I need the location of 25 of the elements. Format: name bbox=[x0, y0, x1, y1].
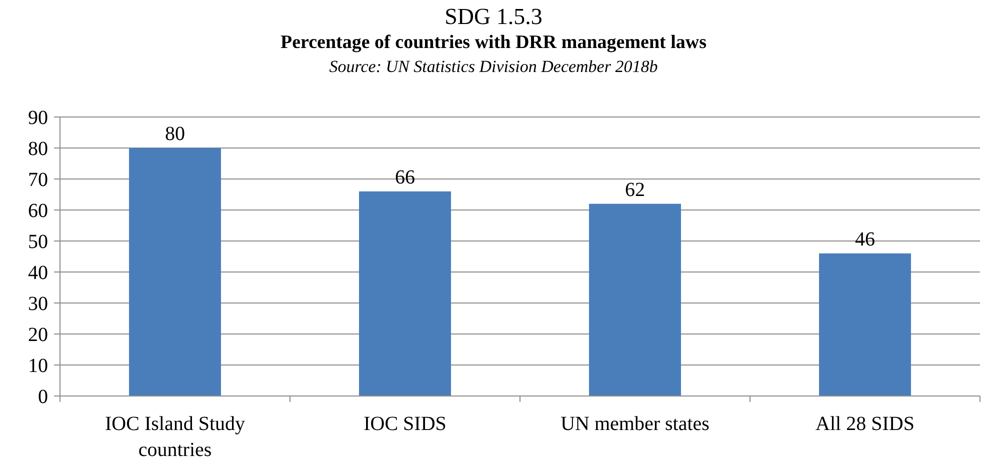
y-tick-label: 0 bbox=[38, 386, 48, 408]
x-tick-label: IOC Island Study countries bbox=[105, 413, 245, 461]
data-label: 80 bbox=[165, 123, 185, 145]
x-tick-label: UN member states bbox=[560, 413, 710, 435]
y-tick-label: 40 bbox=[28, 262, 48, 284]
chart-title: SDG 1.5.3 bbox=[444, 4, 542, 29]
chart-subtitle: Percentage of countries with DRR management laws bbox=[280, 32, 707, 53]
y-tick-label: 70 bbox=[28, 169, 48, 191]
bar bbox=[129, 148, 221, 396]
y-tick-label: 50 bbox=[28, 231, 48, 253]
bar bbox=[819, 253, 911, 396]
x-tick-label: All 28 SIDS bbox=[816, 413, 914, 435]
x-tick-label: IOC SIDS bbox=[364, 413, 446, 435]
source-note: Source: UN Statistics Division December 2018b bbox=[329, 57, 658, 76]
data-label: 46 bbox=[855, 228, 875, 250]
y-tick-label: 30 bbox=[28, 293, 48, 315]
y-tick-label: 80 bbox=[28, 138, 48, 160]
y-tick-label: 20 bbox=[28, 324, 48, 346]
data-label: 66 bbox=[395, 166, 415, 188]
data-label: 62 bbox=[625, 178, 645, 201]
y-tick-label: 90 bbox=[28, 107, 48, 129]
y-tick-label: 10 bbox=[28, 355, 48, 377]
bar bbox=[359, 191, 451, 396]
y-tick-label: 60 bbox=[28, 200, 48, 222]
bar bbox=[589, 204, 681, 396]
